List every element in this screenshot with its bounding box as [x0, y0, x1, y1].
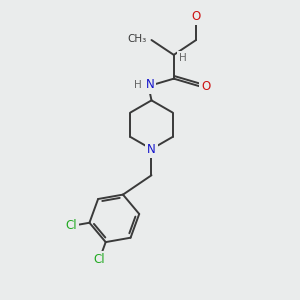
- Text: N: N: [147, 142, 156, 156]
- Text: H: H: [179, 53, 187, 63]
- Text: CH₃: CH₃: [127, 34, 146, 44]
- Text: Cl: Cl: [65, 220, 77, 232]
- Text: O: O: [201, 80, 210, 93]
- Text: O: O: [191, 10, 201, 23]
- Text: H: H: [134, 80, 142, 90]
- Text: N: N: [146, 78, 154, 92]
- Text: Cl: Cl: [94, 253, 105, 266]
